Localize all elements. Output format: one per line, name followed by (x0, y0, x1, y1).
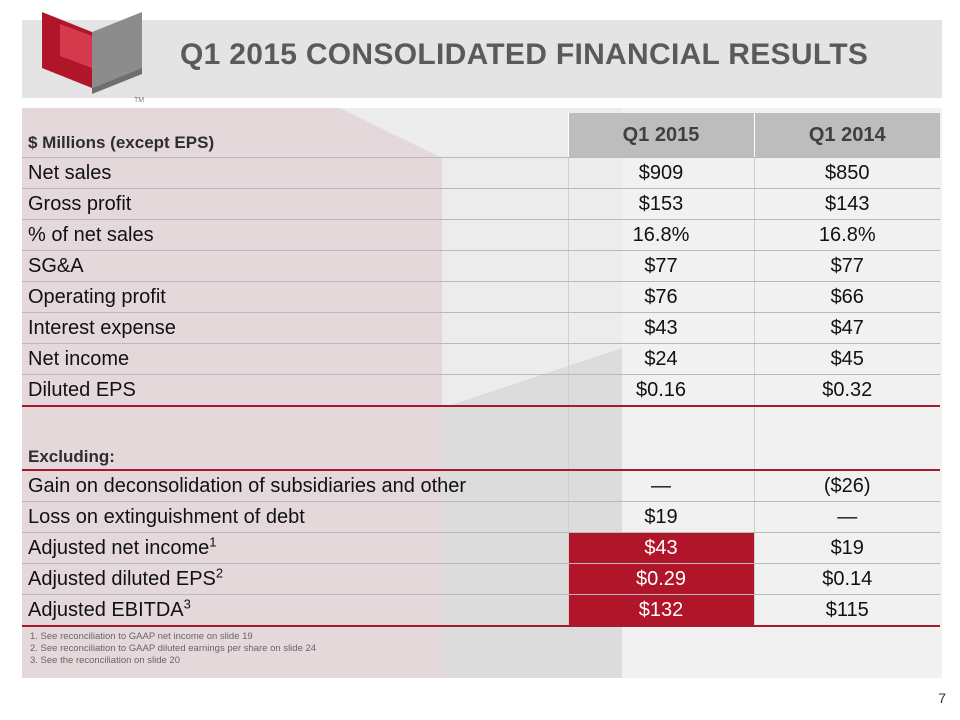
value-q1-2015: $19 (567, 501, 754, 533)
value-q1-2014: $850 (753, 157, 940, 189)
footnote-ref: 3 (183, 595, 191, 611)
table-row: Loss on extinguishment of debt $19 — (22, 501, 940, 533)
table-row: Gain on deconsolidation of subsidiaries … (22, 470, 940, 502)
excluding-heading-row: Excluding: (22, 437, 940, 471)
value-q1-2015-highlighted: $43 (567, 532, 754, 564)
value-q1-2014: 16.8% (753, 219, 940, 251)
row-label: Gross profit (22, 188, 568, 220)
value-q1-2014: $0.14 (753, 563, 940, 595)
trademark-mark: TM (134, 97, 144, 104)
row-label: Gain on deconsolidation of subsidiaries … (22, 470, 568, 502)
value-q1-2015-highlighted: $132 (567, 594, 754, 627)
table-row: Adjusted net income1 $43 $19 (22, 532, 940, 564)
value-q1-2014: $19 (753, 532, 940, 564)
units-label: $ Millions (except EPS) (22, 113, 568, 158)
row-label: Net income (22, 343, 568, 375)
footnote-ref: 1 (209, 533, 217, 549)
value-q1-2015: $76 (567, 281, 754, 313)
footnote: 3. See the reconciliation on slide 20 (30, 655, 180, 666)
value-q1-2015: — (567, 470, 754, 502)
row-label-text: Adjusted diluted EPS (28, 567, 216, 590)
table-header-row: $ Millions (except EPS) Q1 2015 Q1 2014 (22, 113, 940, 158)
page-title: Q1 2015 CONSOLIDATED FINANCIAL RESULTS (180, 38, 869, 71)
table-row: Gross profit $153 $143 (22, 188, 940, 220)
row-label: Adjusted diluted EPS2 (22, 563, 568, 595)
page-number: 7 (938, 690, 946, 706)
row-label: Net sales (22, 157, 568, 189)
value-q1-2015: $153 (567, 188, 754, 220)
value-q1-2015: $43 (567, 312, 754, 344)
footnote-ref: 2 (215, 564, 224, 580)
footnote: 1. See reconciliation to GAAP net income… (30, 631, 253, 642)
table-row: Diluted EPS $0.16 $0.32 (22, 374, 940, 407)
value-q1-2014: $0.32 (753, 374, 940, 407)
table-row: Adjusted EBITDA3 $132 $115 (22, 594, 940, 627)
row-label: Adjusted EBITDA3 (22, 594, 568, 627)
value-q1-2015: $24 (567, 343, 754, 375)
row-label-text: Adjusted net income (28, 536, 210, 559)
row-label: SG&A (22, 250, 568, 282)
value-q1-2014: $47 (753, 312, 940, 344)
row-label: Operating profit (22, 281, 568, 313)
row-label: Loss on extinguishment of debt (22, 501, 568, 533)
value-q1-2014: $77 (753, 250, 940, 282)
header-band (22, 20, 942, 98)
table-row: % of net sales 16.8% 16.8% (22, 219, 940, 251)
row-label: % of net sales (22, 219, 568, 251)
value-q1-2014: $143 (753, 188, 940, 220)
company-logo-icon: TM (42, 12, 144, 104)
value-q1-2014: $115 (753, 594, 940, 627)
table-row: SG&A $77 $77 (22, 250, 940, 282)
excluding-label: Excluding: (22, 437, 568, 471)
value-q1-2015: $0.16 (567, 374, 754, 407)
value-q1-2015: $909 (567, 157, 754, 189)
column-header-q1-2015: Q1 2015 (567, 113, 754, 158)
table-row: Adjusted diluted EPS2 $0.29 $0.14 (22, 563, 940, 595)
footnote: 2. See reconciliation to GAAP diluted ea… (30, 643, 317, 654)
value-q1-2014: $45 (753, 343, 940, 375)
column-header-q1-2014: Q1 2014 (753, 113, 940, 158)
spacer-row (22, 406, 940, 437)
table-row: Interest expense $43 $47 (22, 312, 940, 344)
table-row: Net income $24 $45 (22, 343, 940, 375)
row-label-text: Adjusted EBITDA (28, 598, 184, 621)
value-q1-2014: — (753, 501, 940, 533)
table-row: Net sales $909 $850 (22, 157, 940, 189)
row-label: Diluted EPS (22, 374, 568, 407)
value-q1-2014: ($26) (753, 470, 940, 502)
value-q1-2014: $66 (753, 281, 940, 313)
row-label: Interest expense (22, 312, 568, 344)
row-label: Adjusted net income1 (22, 532, 568, 564)
value-q1-2015: $77 (567, 250, 754, 282)
table-row: Operating profit $76 $66 (22, 281, 940, 313)
financial-results-table: $ Millions (except EPS) Q1 2015 Q1 2014 … (22, 113, 940, 627)
footnotes: 1. See reconciliation to GAAP net income… (30, 631, 316, 667)
value-q1-2015-highlighted: $0.29 (567, 563, 754, 595)
value-q1-2015: 16.8% (567, 219, 754, 251)
